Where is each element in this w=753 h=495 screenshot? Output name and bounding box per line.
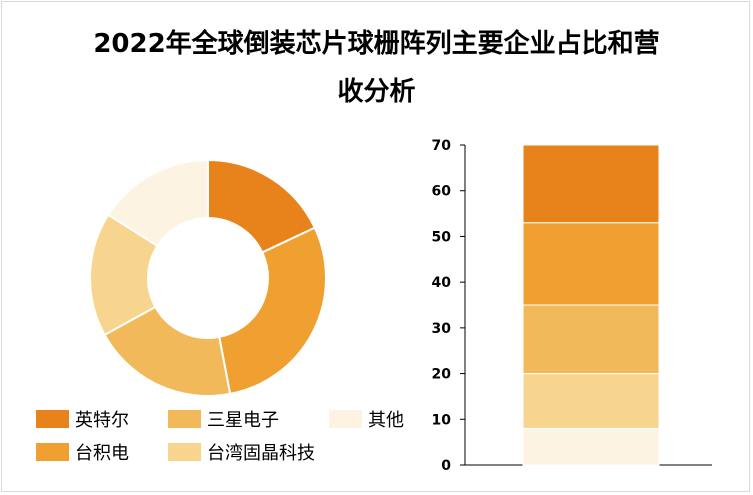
bar-segment-tsmc (522, 222, 660, 306)
legend-label-tw-solid-crystal: 台湾固晶科技 (207, 443, 315, 464)
donut-slice-others (106, 158, 209, 248)
y-tick-label: 10 (432, 412, 452, 428)
legend-swatch-intel (36, 410, 69, 428)
donut-slice-tsmc (218, 226, 327, 396)
bar-segments (522, 144, 660, 466)
y-tick-label: 70 (432, 138, 452, 154)
legend-label-others: 其他 (368, 410, 404, 431)
y-tick-label: 50 (432, 229, 452, 245)
chart-title-line1: 2022年全球倒装芯片球栅阵列主要企业占比和营 (93, 29, 660, 59)
legend-swatch-tsmc (36, 443, 69, 461)
legend-label-tsmc: 台积电 (75, 443, 129, 464)
legend: 英特尔 三星电子 其他 台积电 台湾固晶科技 (36, 407, 416, 467)
bar-segment-others (522, 427, 660, 466)
legend-label-samsung: 三星电子 (207, 410, 279, 431)
legend-item-tw-solid-crystal: 台湾固晶科技 (168, 440, 315, 464)
legend-item-samsung: 三星电子 (168, 407, 279, 431)
legend-swatch-tw-solid-crystal (168, 443, 201, 461)
legend-item-tsmc: 台积电 (36, 440, 129, 464)
bar-axis: 0 10 20 30 40 50 60 70 (432, 138, 712, 474)
legend-label-intel: 英特尔 (75, 410, 129, 431)
chart-title: 2022年全球倒装芯片球栅阵列主要企业占比和营 收分析 (20, 20, 733, 116)
legend-item-others: 其他 (329, 407, 404, 431)
bar-segment-intel (522, 144, 660, 224)
donut-slice-samsung (103, 305, 232, 397)
bar-segment-tw-solid-crystal (522, 373, 660, 429)
legend-item-intel: 英特尔 (36, 407, 129, 431)
legend-swatch-samsung (168, 410, 201, 428)
y-tick-label: 20 (432, 367, 452, 383)
y-tick-label: 0 (441, 458, 451, 474)
legend-swatch-others (329, 410, 362, 428)
y-tick-label: 40 (432, 275, 452, 291)
donut-slices (89, 158, 327, 397)
y-tick-label: 60 (432, 184, 452, 200)
bar-segment-samsung (522, 304, 660, 375)
chart-title-line2: 收分析 (337, 77, 416, 107)
y-tick-label: 30 (432, 321, 452, 337)
